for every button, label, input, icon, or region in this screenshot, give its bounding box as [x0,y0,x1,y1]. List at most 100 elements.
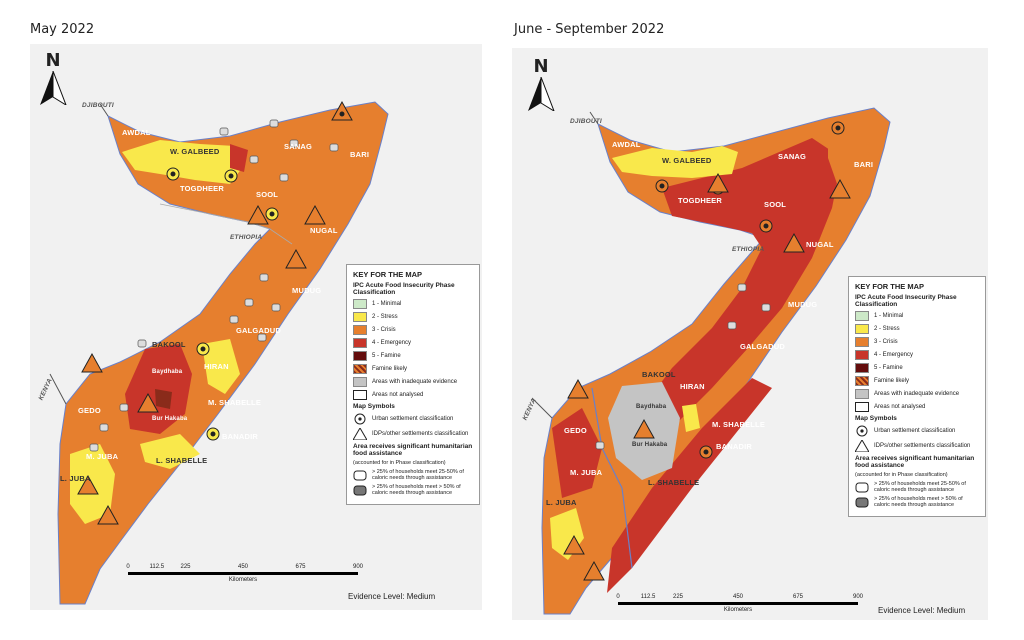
legend-row: IDPs/other settlements classification [353,428,473,440]
region-label: AWDAL [122,128,151,137]
legend-row: Famine likely [353,364,473,374]
region-label: BAKOOL [642,370,676,379]
panel-title: May 2022 [30,22,95,37]
city-label: Bur Hakaba [632,442,668,448]
legend-row: Urban settlement classification [855,425,979,437]
region-label: MUDUG [788,300,818,309]
urban-settlement-icon [856,425,868,437]
north-arrow: N [526,56,556,116]
city-label: Baydhaba [636,404,667,410]
sack-outline-icon [353,470,367,481]
region-label: GEDO [78,406,101,415]
legend-row: 2 - Stress [353,312,473,322]
stress-zone-north [612,146,738,178]
region-label: BANADIR [222,432,258,441]
stress-zone-north [122,140,245,184]
somalia-map [531,107,891,615]
region-label: M. JUBA [86,452,119,461]
north-arrow: N [38,50,68,110]
scale-bar: 0 112.5 225 450 675 900 Kilometers [126,564,364,583]
legend-row: 4 - Emergency [855,350,979,360]
region-label: BANADIR [716,442,752,451]
region-label: BAKOOL [152,340,186,349]
legend-row: Areas with inadequate evidence [353,377,473,387]
legend-row: 3 - Crisis [353,325,473,335]
scale-bar: 0 112.5 225 450 675 900 Kilometers [616,594,864,613]
legend-row: > 25% of households meet 25-50% of calor… [353,469,473,481]
legend-row: 2 - Stress [855,324,979,334]
legend-row: 5 - Famine [353,351,473,361]
region-label: GALGADUD [740,342,785,351]
somalia-map [49,100,389,605]
map-panel-june-september: N DJIBOUTI ETHIOPIA KENYA AWDAL W. GALBE… [512,48,988,620]
sack-filled-icon [855,497,869,508]
legend-symbols-title: Map Symbols [353,403,395,410]
legend-row: 5 - Famine [855,363,979,373]
region-label: L. SHABELLE [156,456,208,465]
sack-filled-icon [353,485,367,496]
region-label: M. JUBA [570,468,603,477]
region-label: W. GALBEED [170,147,220,156]
panel-title: June - September 2022 [514,22,665,37]
stress-zone-lshabelle [140,434,200,469]
region-label: TOGDHEER [180,184,224,193]
legend-subtitle: IPC Acute Food Insecurity Phase Classifi… [855,294,957,308]
legend-row: Areas not analysed [353,390,473,400]
region-label: L. JUBA [60,474,91,483]
region-label: TOGDHEER [678,196,722,205]
idp-settlement-icons [563,172,851,581]
urban-settlement-icon [354,413,366,425]
famine-likely-zone [155,389,172,409]
legend-row: 3 - Crisis [855,337,979,347]
region-label: HIRAN [204,362,229,371]
idp-settlement-icons [77,100,353,525]
assistance-icons [595,283,771,450]
legend-assistance-title: Area receives significant humanitarian f… [353,443,473,457]
legend-row: Areas not analysed [855,402,979,412]
stress-zone-hiran [682,404,700,432]
region-label: GEDO [564,426,587,435]
region-label: BARI [350,150,370,159]
legend-title: KEY FOR THE MAP [855,282,925,291]
region-label: M. SHABELLE [208,398,262,407]
city-label: Baydhaba [152,369,183,375]
country-label: DJIBOUTI [82,102,114,109]
legend-row: 1 - Minimal [353,299,473,309]
legend-row: > 25% of households meet > 50% of calori… [353,484,473,496]
region-label: M. SHABELLE [712,420,766,429]
sack-outline-icon [855,482,869,493]
region-label: L. JUBA [546,498,577,507]
region-label: NUGAL [806,240,834,249]
emergency-zone-west [552,408,602,498]
legend-row: > 25% of households meet 25-50% of calor… [855,481,979,493]
emergency-zone-coast [607,378,772,593]
map-legend: KEY FOR THE MAP IPC Acute Food Insecurit… [848,276,986,517]
legend-row: 4 - Emergency [353,338,473,348]
region-label: SANAG [778,152,807,161]
region-label: SANAG [284,142,313,151]
region-label: MUDUG [292,286,322,295]
urban-settlement-icons [166,167,279,441]
stress-zone-hiran [202,339,240,394]
evidence-level: Evidence Level: Medium [348,592,436,601]
emergency-zone-togdheer [230,144,248,172]
legend-symbols-title: Map Symbols [855,415,897,422]
region-label: GALGADUD [236,326,281,335]
idp-triangle-icon [855,440,869,452]
legend-row: IDPs/other settlements classification [855,440,979,452]
legend-assistance-title: Area receives significant humanitarian f… [855,455,975,469]
emergency-zone-central [642,138,842,428]
region-label: W. GALBEED [662,156,712,165]
city-label: Bur Hakaba [152,416,188,422]
region-label: SOOL [764,200,787,209]
map-panel-may: N DJIBOUTI ETHIOPIA KENYA AWDAL W. GALBE… [30,44,482,610]
legend-row: Areas with inadequate evidence [855,389,979,399]
country-label: ETHIOPIA [230,234,263,241]
region-label: SOOL [256,190,279,199]
region-label: BARI [854,160,874,169]
legend-row: 1 - Minimal [855,311,979,321]
legend-row: Famine likely [855,376,979,386]
region-label: HIRAN [680,382,705,391]
country-label: DJIBOUTI [570,118,602,125]
region-label: NUGAL [310,226,338,235]
